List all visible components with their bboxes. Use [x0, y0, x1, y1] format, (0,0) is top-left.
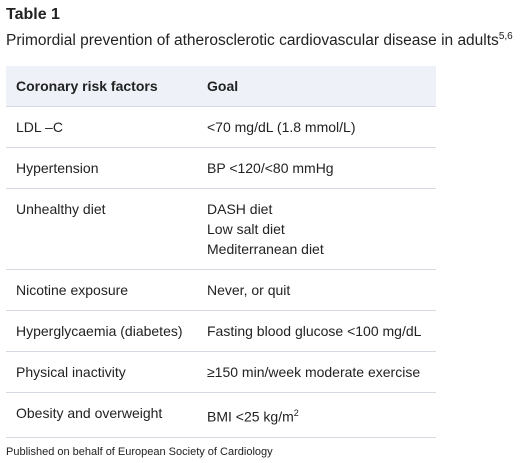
goal-cell: BMI <25 kg/m2 [197, 392, 436, 438]
table-row: Unhealthy diet DASH diet Low salt diet Medi… [6, 188, 436, 270]
goal-line: BP <120/<80 mmHg [207, 158, 426, 178]
goal-cell: BP <120/<80 mmHg [197, 147, 436, 189]
goal-line: Low salt diet [207, 219, 426, 239]
goal-text: Never, or quit [207, 282, 291, 298]
factor-cell: Unhealthy diet [6, 188, 197, 270]
goal-text: <70 mg/dL (1.8 mmol/L) [207, 119, 356, 135]
goal-line: ≥150 min/week moderate exercise [207, 362, 426, 382]
goal-line: <70 mg/dL (1.8 mmol/L) [207, 117, 426, 137]
factor-cell: Obesity and overweight [6, 392, 197, 438]
goal-text: BP <120/<80 mmHg [207, 160, 334, 176]
table-row: Nicotine exposure Never, or quit [6, 269, 436, 311]
goal-cell: ≥150 min/week moderate exercise [197, 351, 436, 393]
goal-superscript: 2 [293, 408, 299, 418]
goal-text: Mediterranean diet [207, 241, 324, 257]
factor-cell: Physical inactivity [6, 351, 197, 393]
table-row: Hyperglycaemia (diabetes) Fasting blood g… [6, 310, 436, 352]
table-row: LDL –C <70 mg/dL (1.8 mmol/L) [6, 106, 436, 148]
goal-text: BMI <25 kg/m [207, 408, 294, 425]
table: Coronary risk factors Goal LDL –C <70 mg/… [6, 66, 436, 438]
goal-text: DASH diet [207, 201, 273, 217]
factor-cell: Hyperglycaemia (diabetes) [6, 310, 197, 352]
footer: Published on behalf of European Society … [6, 446, 273, 458]
table-row: Physical inactivity ≥150 min/week moderat… [6, 351, 436, 393]
table-caption: Primordial prevention of atherosclerotic… [6, 31, 513, 50]
goal-text: ≥150 min/week moderate exercise [207, 364, 421, 380]
header-cell: Coronary risk factors [6, 66, 197, 107]
factor-cell: Hypertension [6, 147, 197, 189]
caption-text: Primordial prevention of atherosclerotic… [6, 32, 499, 50]
table-row: Obesity and overweight BMI <25 kg/m2 [6, 392, 436, 438]
goal-line: Never, or quit [207, 280, 426, 300]
goal-line: BMI <25 kg/m2 [207, 403, 426, 427]
table-body: LDL –C <70 mg/dL (1.8 mmol/L) Hypertension… [6, 106, 436, 438]
goal-cell: Never, or quit [197, 269, 436, 311]
header-cell: Goal [197, 66, 436, 107]
factor-cell: LDL –C [6, 106, 197, 148]
table-row: Hypertension BP <120/<80 mmHg [6, 147, 436, 189]
factor-cell: Nicotine exposure [6, 269, 197, 311]
goal-text: Fasting blood glucose <100 mg/dL [207, 323, 422, 339]
goal-text: Low salt diet [207, 221, 285, 237]
caption-reference: 5,6 [498, 31, 513, 42]
goal-line: DASH diet [207, 199, 426, 219]
goal-line: Fasting blood glucose <100 mg/dL [207, 321, 426, 341]
header-row: Coronary risk factors Goal [6, 66, 436, 107]
goal-cell: Fasting blood glucose <100 mg/dL [197, 310, 436, 352]
table-title: Table 1 [6, 6, 60, 23]
goal-line: Mediterranean diet [207, 239, 426, 259]
goal-cell: DASH diet Low salt diet Mediterranean diet [197, 188, 436, 270]
goal-cell: <70 mg/dL (1.8 mmol/L) [197, 106, 436, 148]
